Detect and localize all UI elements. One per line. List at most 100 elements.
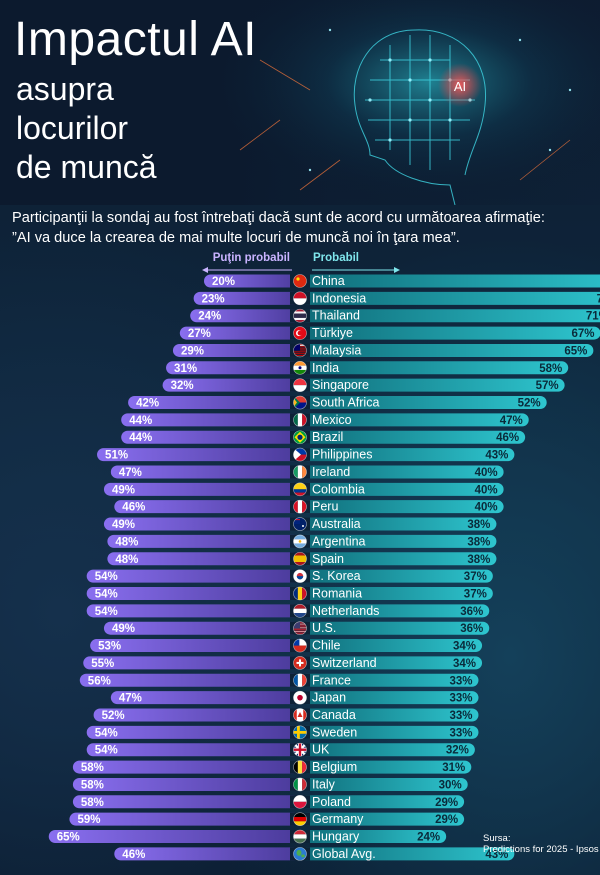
likely-value-label: 38% [467, 519, 490, 531]
unlikely-bar [86, 586, 300, 600]
likely-bar [300, 691, 479, 705]
unlikely-bar [48, 830, 300, 844]
chart-row: 49% Colombia 40% [103, 482, 504, 496]
chart-row: 47% Japan 33% [110, 691, 479, 705]
likely-bar [300, 534, 497, 548]
country-label: Thailand [312, 309, 360, 323]
likely-bar [300, 430, 526, 444]
likely-value-label: 47% [500, 415, 523, 427]
likely-bar [300, 777, 468, 791]
country-label: South Africa [312, 396, 379, 410]
likely-value-label: 34% [453, 641, 476, 653]
chart-row: 44% Brazil 46% [121, 430, 526, 445]
chart-row: 58% Italy 30% [72, 777, 468, 791]
likely-bar [300, 396, 547, 410]
country-label: France [312, 673, 351, 687]
unlikely-value-label: 42% [136, 398, 159, 410]
likely-bar [300, 604, 490, 618]
arrow-left-icon [202, 267, 292, 273]
unlikely-value-label: 49% [112, 484, 135, 496]
unlikely-bar [72, 777, 301, 791]
chart-row: 65% Hungary 24% [48, 830, 447, 844]
unlikely-value-label: 46% [122, 502, 145, 514]
country-label: Philippines [312, 448, 372, 462]
country-label: Poland [312, 795, 351, 809]
arrow-right-icon [312, 267, 400, 273]
country-label: Singapore [312, 378, 369, 392]
unlikely-value-label: 29% [181, 345, 204, 357]
unlikely-value-label: 31% [174, 363, 197, 375]
likely-value-label: 31% [442, 762, 465, 774]
likely-value-label: 37% [464, 571, 487, 583]
likely-value-label: 29% [435, 814, 458, 826]
likely-bar [300, 552, 497, 566]
netherlands-flag-icon [293, 604, 307, 618]
unlikely-value-label: 54% [95, 606, 118, 618]
unlikely-value-label: 58% [81, 762, 104, 774]
likely-bar [300, 656, 483, 670]
unlikely-value-label: 32% [171, 380, 194, 392]
likely-bar [300, 725, 479, 739]
country-label: Türkiye [312, 326, 353, 340]
likely-value-label: 38% [467, 554, 490, 566]
likely-value-label: 58% [539, 363, 562, 375]
chart-row: 49% Australia 38% [103, 517, 497, 531]
likely-bar [300, 569, 493, 583]
likely-bar [300, 378, 565, 392]
chart-row: 31% India 58% [166, 361, 569, 375]
unlikely-bar [166, 361, 300, 375]
country-label: U.S. [312, 621, 336, 635]
hero-banner: AI Impactul AI asupra locurilor de muncă [0, 0, 600, 205]
unlikely-bar [121, 430, 300, 444]
country-label: Germany [312, 812, 364, 826]
singapore-flag-icon [293, 378, 307, 392]
chart-row: 52% Canada 33% [93, 708, 479, 722]
likely-value-label: 32% [446, 745, 469, 757]
chart-row: 49% U.S. 36% [103, 621, 490, 635]
page-title: Impactul AI [14, 13, 257, 66]
chart-row: 48% Spain 38% [107, 551, 497, 566]
unlikely-bar [97, 448, 300, 462]
unlikely-bar [86, 743, 300, 757]
ai-badge: AI [454, 79, 466, 94]
unlikely-bar [110, 691, 300, 705]
likely-value-label: 40% [475, 502, 498, 514]
unlikely-bar [93, 708, 300, 722]
unlikely-bar [193, 291, 300, 305]
unlikely-value-label: 27% [188, 328, 211, 340]
chart-row: 32% Singapore 57% [162, 378, 565, 392]
likely-bar [300, 812, 465, 826]
likely-value-label: 30% [439, 779, 462, 791]
spain-flag-icon [293, 551, 307, 566]
unlikely-bar [72, 795, 301, 809]
likely-bar [300, 482, 504, 496]
intro-line: ”AI va duce la crearea de mai multe locu… [12, 230, 460, 246]
country-label: Spain [312, 552, 344, 566]
likely-bar [300, 847, 515, 861]
chart-row: 51% Philippines 43% [97, 448, 515, 462]
intro-line: Participanţii la sondaj au fost întrebaţ… [12, 210, 545, 226]
indonesia-flag-icon [293, 291, 307, 306]
switzerland-flag-icon [293, 656, 307, 670]
malaysia-flag-icon [293, 343, 307, 358]
likely-value-label: 36% [460, 606, 483, 618]
unlikely-bar [114, 500, 300, 514]
brazil-flag-icon [293, 430, 307, 445]
chart-row: 44% Mexico 47% [121, 413, 529, 427]
country-label: Australia [312, 517, 361, 531]
country-label: Malaysia [312, 343, 361, 357]
country-label: Japan [312, 691, 346, 705]
unlikely-value-label: 20% [212, 276, 235, 288]
country-label: Colombia [312, 482, 365, 496]
likely-value-label: 34% [453, 658, 476, 670]
globe-icon [293, 847, 307, 861]
country-label: S. Korea [312, 569, 361, 583]
likely-value-label: 29% [435, 797, 458, 809]
unlikely-value-label: 47% [119, 693, 142, 705]
unlikely-bar [103, 517, 300, 531]
subtitle-line: asupra [16, 71, 114, 107]
likely-value-label: 33% [449, 675, 472, 687]
likely-value-label: 33% [449, 693, 472, 705]
country-label: Italy [312, 777, 336, 791]
